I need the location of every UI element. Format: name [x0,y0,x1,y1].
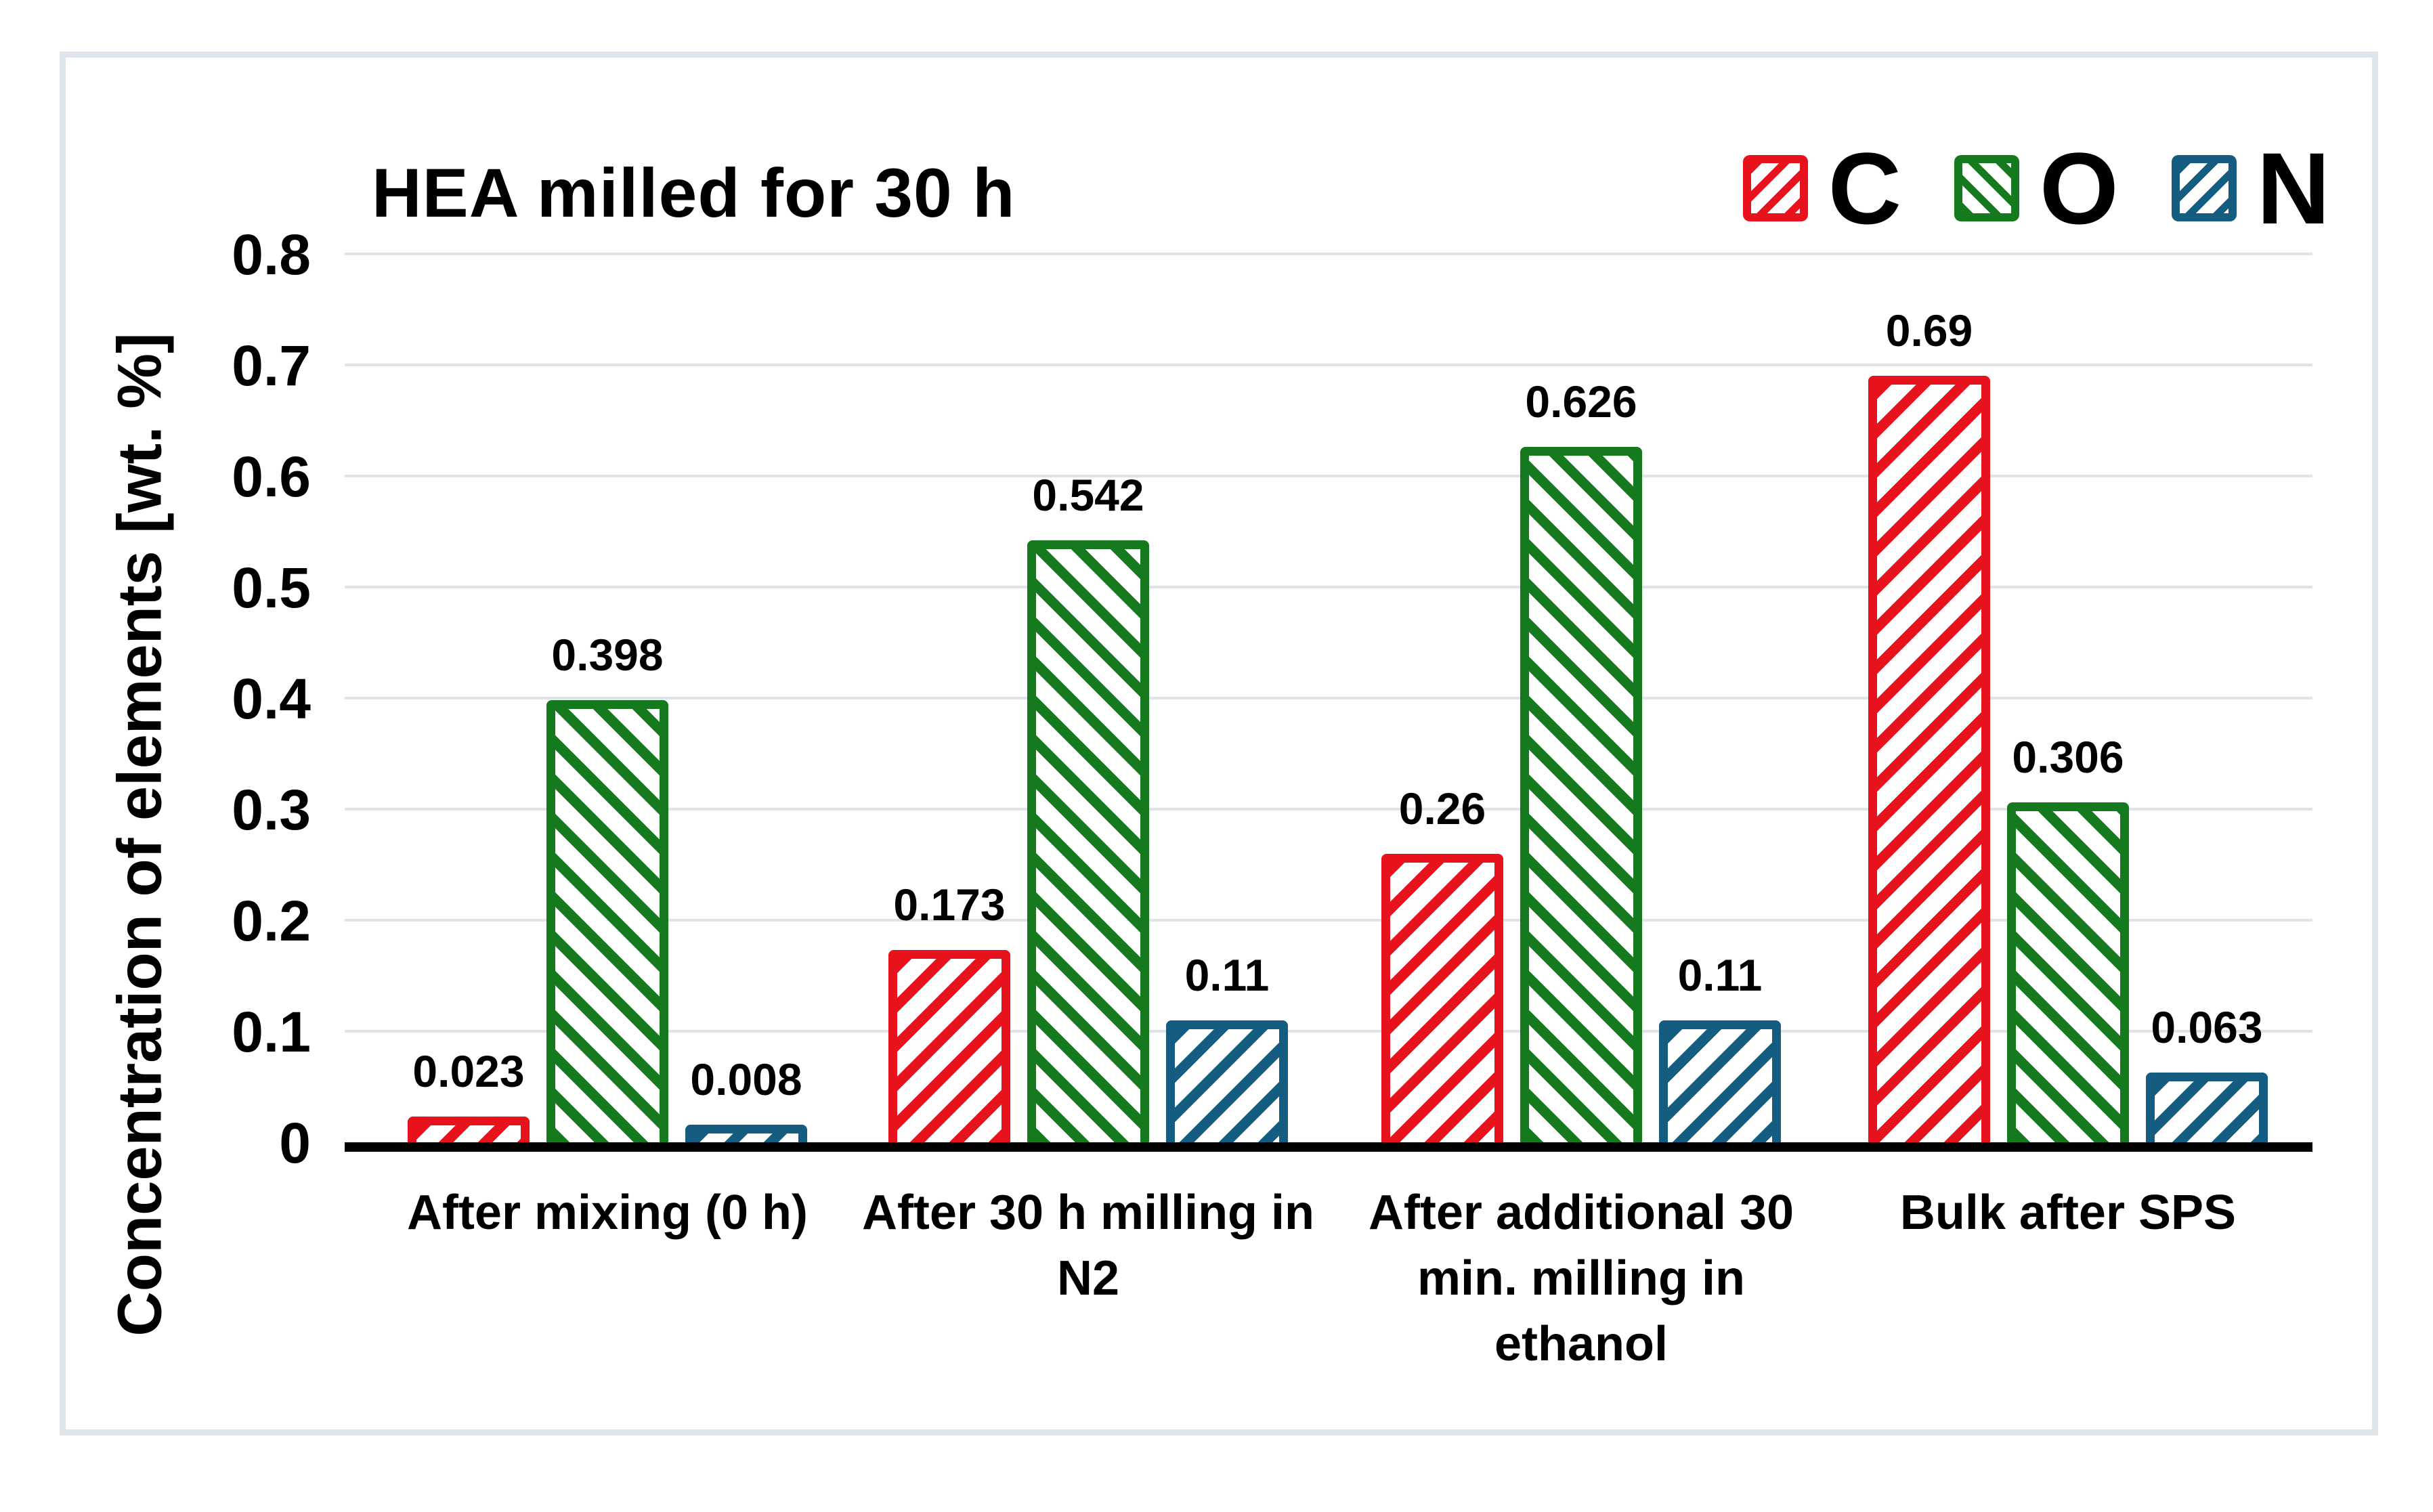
y-tick-label: 0.6 [232,445,311,509]
y-tick-label: 0.4 [232,667,311,731]
legend-item-n: N [2171,131,2330,245]
bar-value-C-3: 0.69 [1885,305,1973,355]
gridline [345,697,2312,699]
gridline [345,586,2312,588]
chart-title: HEA milled for 30 h [372,154,1016,232]
y-tick-label: 0.7 [232,334,311,397]
bar-O-3 [2007,802,2129,1142]
legend-label: N [2256,131,2330,245]
x-category-label: After mixing (0 h) [406,1186,809,1240]
bar-C-1 [888,950,1010,1142]
bar-N-1 [1166,1020,1288,1142]
legend-item-o: O [1954,137,2119,239]
y-tick-label: 0.2 [232,889,311,953]
bar-value-N-2: 0.11 [1677,950,1763,1000]
bar-value-N-1: 0.11 [1184,950,1270,1000]
bar-value-O-2: 0.626 [1525,376,1637,427]
x-category-label: After additional 30 min. milling in etha… [1368,1186,1794,1372]
gridline [345,253,2312,255]
bar-C-0 [408,1117,530,1142]
bar-value-O-1: 0.542 [1032,470,1144,520]
y-tick-label: 0.3 [232,778,311,842]
bar-value-C-0: 0.023 [412,1046,525,1096]
bar-value-O-3: 0.306 [2012,732,2124,782]
bar-N-3 [2146,1073,2268,1142]
bar-O-1 [1027,540,1149,1142]
bar-N-0 [685,1125,807,1142]
bar-value-C-2: 0.26 [1398,783,1486,834]
gridline [345,808,2312,811]
legend-label: C [1828,131,1901,245]
x-axis-line [345,1142,2312,1152]
bar-C-2 [1381,854,1503,1142]
y-tick-label: 0.1 [232,1000,311,1064]
y-tick-label: 0.5 [232,556,311,620]
bar-value-O-0: 0.398 [551,630,664,680]
x-category-label: Bulk after SPS [1899,1186,2237,1240]
bar-value-N-3: 0.063 [2151,1002,2263,1052]
legend-swatch-c-icon [1742,155,1808,221]
x-category-label: After 30 h milling in N2 [861,1186,1315,1306]
legend-swatch-o-icon [1954,155,2019,221]
bar-value-N-0: 0.008 [690,1054,802,1104]
legend-label: O [2039,131,2119,245]
y-tick-label: 0 [279,1111,311,1175]
gridline [345,364,2312,366]
bar-value-C-1: 0.173 [893,880,1006,930]
bar-O-2 [1520,447,1642,1142]
bar-O-0 [546,700,668,1142]
legend-item-c: C [1742,131,1901,245]
legend-swatch-n-icon [2171,155,2237,221]
bar-C-3 [1868,376,1990,1142]
gridline [345,475,2312,477]
bar-N-2 [1659,1020,1781,1142]
y-tick-label: 0.8 [232,223,311,286]
gridline [345,1030,2312,1033]
gridline [345,919,2312,922]
